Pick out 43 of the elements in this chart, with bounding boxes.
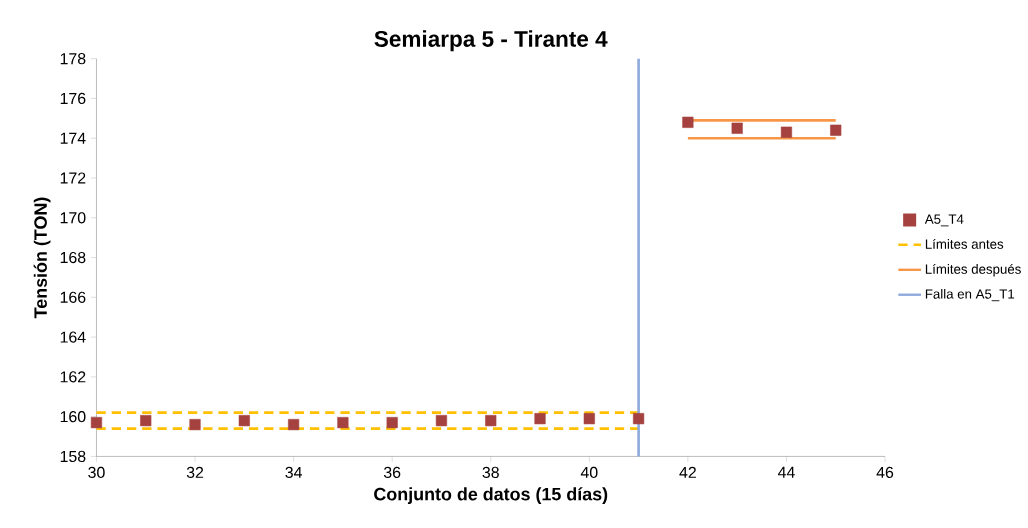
point	[830, 124, 842, 136]
legend-label: Límites antes	[925, 238, 1004, 249]
point	[238, 415, 250, 427]
point	[731, 122, 743, 134]
y-tick-label: 164	[60, 331, 86, 343]
y-tick-label: 172	[60, 172, 86, 184]
x-tick-label: 44	[777, 466, 795, 478]
x-tick-label: 42	[679, 466, 696, 478]
point	[90, 417, 103, 429]
point	[682, 116, 694, 128]
y-tick-label: 166	[60, 291, 86, 303]
y-tick-label: 170	[60, 212, 86, 224]
x-tick-label: 34	[285, 466, 302, 479]
y-tick-label: 168	[60, 251, 86, 264]
legend-label: Límites después	[925, 263, 1021, 277]
legend-label: Falla en A5_T1	[925, 288, 1015, 302]
point	[485, 415, 497, 427]
point	[337, 417, 349, 429]
x-tick-label: 32	[186, 466, 204, 479]
y-axis-title: Tensión (TON)	[33, 197, 51, 319]
point	[189, 419, 201, 431]
x-tick-label: 38	[482, 466, 499, 479]
point	[780, 126, 793, 138]
point	[288, 419, 300, 431]
x-tick-label: 30	[88, 466, 105, 479]
y-tick-label: 162	[60, 371, 86, 383]
point	[435, 415, 448, 427]
x-tick-label: 40	[580, 466, 598, 479]
y-tick-label: 158	[60, 450, 86, 463]
x-axis-title: Conjunto de datos (15 días)	[374, 487, 608, 504]
legend-label: A5_T4	[924, 214, 964, 227]
point	[140, 415, 152, 427]
y-tick-label: 178	[60, 53, 86, 65]
y-tick-label: 174	[60, 132, 86, 144]
x-tick-label: 46	[876, 466, 894, 479]
chart-title: Semiarpa 5 - Tirante 4	[374, 30, 608, 52]
point	[583, 413, 595, 425]
x-tick-label: 36	[383, 466, 401, 479]
point	[633, 413, 645, 425]
point	[386, 417, 398, 429]
y-tick-label: 160	[60, 411, 86, 423]
y-tick-label: 176	[60, 92, 86, 105]
point	[534, 413, 546, 425]
